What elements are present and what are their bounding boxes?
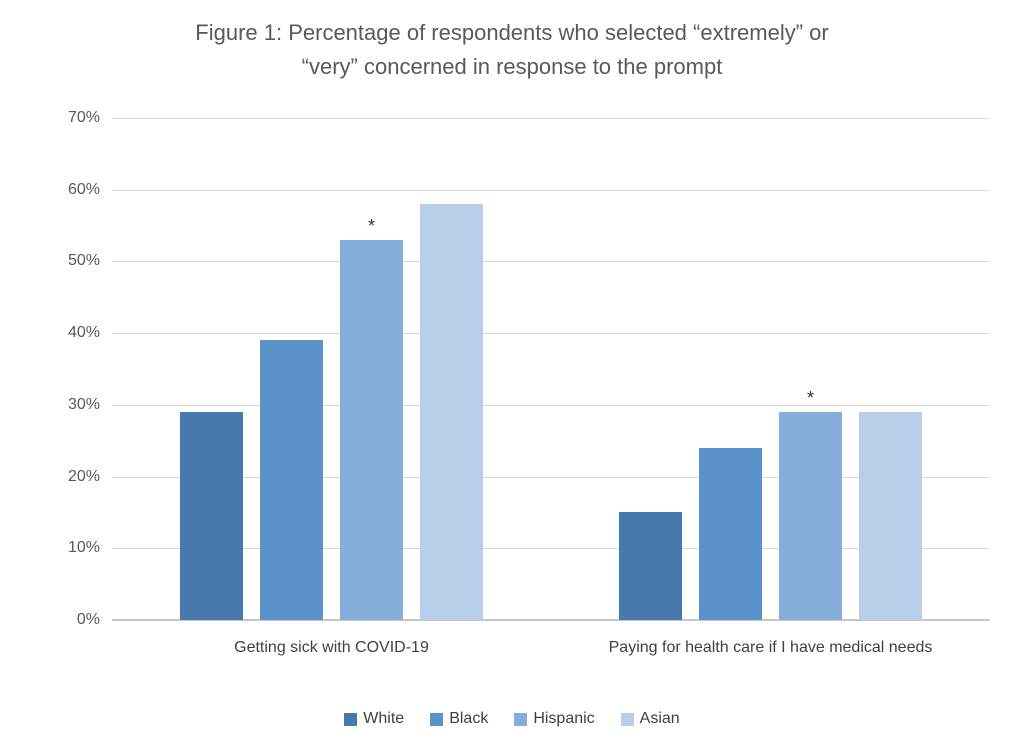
bar-black-category-0: [260, 340, 323, 620]
gridline: [112, 261, 990, 263]
significance-asterisk: *: [367, 215, 375, 236]
y-axis-tick-label: 10%: [67, 539, 100, 557]
bar-asian-category-0: [420, 204, 483, 620]
legend-swatch-black: [430, 712, 444, 726]
legend-swatch-hispanic: [514, 712, 528, 726]
gridline: [112, 404, 990, 406]
bar-asian-category-1: [859, 412, 922, 620]
chart-title-line-2: “very” concerned in response to the prom…: [301, 54, 723, 79]
gridline: [112, 118, 990, 119]
legend-item-black: Black: [430, 710, 488, 728]
x-axis-category-label: Getting sick with COVID-19: [234, 639, 429, 656]
y-axis-tick-label: 70%: [67, 109, 100, 126]
gridline: [112, 476, 990, 478]
y-axis-tick-label: 20%: [67, 467, 100, 485]
bar-white-category-0: [180, 412, 243, 620]
gridline: [112, 333, 990, 335]
x-axis-category-label: Paying for health care if I have medical…: [608, 639, 933, 656]
bar-hispanic-category-1: [779, 412, 842, 620]
legend-item-asian: Asian: [620, 710, 680, 728]
gridline: [112, 548, 990, 550]
bar-white-category-1: [619, 512, 682, 620]
legend-item-white: White: [344, 710, 404, 728]
y-axis-tick-label: 30%: [67, 395, 100, 413]
legend-label-black: Black: [449, 710, 489, 727]
bar-hispanic-category-0: [340, 239, 403, 620]
bar-black-category-1: [699, 447, 762, 620]
legend-label-white: White: [363, 710, 405, 727]
legend-label-asian: Asian: [639, 710, 680, 727]
gridline: [112, 189, 990, 191]
legend-item-hispanic: Hispanic: [514, 710, 595, 728]
legend: White Black Hispanic Asian: [0, 710, 1024, 728]
legend-label-hispanic: Hispanic: [533, 710, 595, 727]
x-axis-line: [112, 619, 990, 621]
chart-title-line-1: Figure 1: Percentage of respondents who …: [195, 20, 829, 45]
y-axis-tick-label: 0%: [76, 611, 100, 628]
y-axis-tick-label: 40%: [67, 324, 100, 342]
y-axis-tick-label: 50%: [67, 252, 100, 270]
legend-swatch-asian: [620, 712, 634, 726]
legend-swatch-white: [344, 712, 358, 726]
y-axis-tick-label: 60%: [67, 180, 100, 198]
significance-asterisk: *: [806, 388, 814, 409]
